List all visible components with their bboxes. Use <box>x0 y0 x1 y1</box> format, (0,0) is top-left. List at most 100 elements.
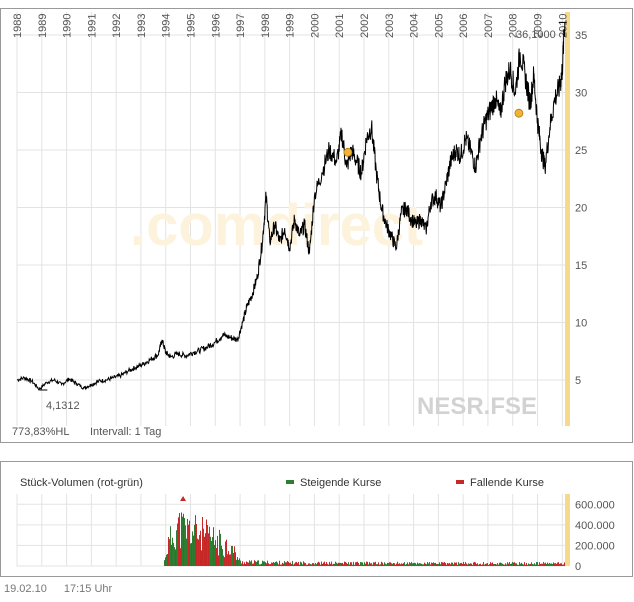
volume-bar <box>516 563 517 566</box>
volume-bar <box>525 564 526 566</box>
volume-bar <box>562 564 563 566</box>
volume-bar <box>244 562 245 566</box>
volume-bar <box>223 555 224 566</box>
volume-bar <box>184 517 185 566</box>
volume-bar <box>510 563 511 566</box>
volume-bar <box>239 558 240 566</box>
volume-bar <box>256 561 257 566</box>
volume-grid <box>16 494 566 567</box>
volume-bar <box>456 562 457 566</box>
volume-bar <box>311 564 312 566</box>
volume-bar <box>383 564 384 566</box>
volume-bar <box>470 563 471 566</box>
volume-bar <box>473 562 474 566</box>
x-tick-label: 2008 <box>508 14 520 38</box>
volume-bar <box>299 564 300 566</box>
x-tick-label: 2006 <box>458 14 470 38</box>
volume-bar <box>394 563 395 566</box>
x-tick-label: 2010 <box>557 14 569 38</box>
volume-bar <box>430 564 431 566</box>
volume-bar <box>211 540 212 566</box>
volume-bar <box>291 563 292 566</box>
volume-bar <box>232 545 233 566</box>
volume-bar <box>496 564 497 566</box>
volume-bar <box>242 561 243 566</box>
volume-bar <box>398 563 399 566</box>
volume-bar <box>266 563 267 566</box>
volume-bar <box>288 561 289 566</box>
volume-bar <box>542 563 543 566</box>
volume-bar <box>426 564 427 566</box>
volume-bar <box>386 564 387 566</box>
volume-bar <box>214 544 215 566</box>
volume-bar <box>280 564 281 566</box>
volume-bar <box>412 563 413 566</box>
dividend-marker-icon <box>343 147 353 157</box>
volume-bar <box>443 562 444 566</box>
volume-bar <box>492 562 493 566</box>
volume-bar <box>403 563 404 566</box>
volume-bar <box>476 564 477 566</box>
volume-bar <box>336 562 337 566</box>
y-tick-label: 5 <box>575 375 581 387</box>
volume-bar <box>255 561 256 566</box>
volume-bar <box>455 562 456 566</box>
volume-bar <box>250 561 251 566</box>
volume-bar <box>495 563 496 566</box>
volume-bar <box>254 560 255 566</box>
volume-bar <box>429 562 430 566</box>
volume-bar <box>368 564 369 566</box>
volume-bar <box>531 562 532 566</box>
volume-bar <box>445 563 446 566</box>
volume-bar <box>404 562 405 566</box>
volume-bar <box>238 559 239 566</box>
volume-bar <box>323 562 324 566</box>
volume-bar <box>389 562 390 566</box>
volume-bar <box>202 516 203 566</box>
volume-bar <box>181 512 182 566</box>
volume-bar <box>539 562 540 566</box>
volume-bar <box>301 562 302 566</box>
volume-bar <box>402 563 403 566</box>
volume-bar <box>564 562 565 566</box>
x-tick-label: 1989 <box>37 14 49 38</box>
volume-bar <box>458 562 459 566</box>
volume-bar <box>509 562 510 566</box>
volume-bar <box>333 563 334 566</box>
volume-bar <box>170 526 171 566</box>
volume-bar <box>193 535 194 566</box>
volume-bar <box>540 564 541 566</box>
volume-bar <box>275 562 276 566</box>
volume-bar <box>303 561 304 566</box>
volume-bar <box>508 563 509 566</box>
volume-bar <box>413 563 414 566</box>
volume-bar <box>435 562 436 566</box>
volume-bar <box>199 535 200 566</box>
x-tick-label: 1998 <box>260 14 272 38</box>
volume-tick-label: 0 <box>575 561 581 573</box>
volume-bar <box>308 563 309 566</box>
x-tick-label: 1996 <box>210 14 222 38</box>
volume-bar <box>367 561 368 566</box>
volume-bar <box>405 564 406 566</box>
volume-bar <box>427 562 428 566</box>
volume-bar <box>317 562 318 566</box>
volume-bar <box>393 562 394 566</box>
volume-bar <box>330 563 331 566</box>
volume-bar <box>337 563 338 566</box>
volume-bar <box>198 539 199 566</box>
volume-bar <box>481 564 482 566</box>
volume-bar <box>376 564 377 566</box>
x-tick-label: 1995 <box>185 14 197 38</box>
volume-bar <box>360 562 361 566</box>
volume-bar <box>438 563 439 566</box>
volume-bar <box>390 562 391 566</box>
volume-bar <box>209 526 210 566</box>
legend-rising-label: Steigende Kurse <box>300 477 381 489</box>
volume-bar <box>294 563 295 566</box>
volume-bar <box>557 562 558 566</box>
volume-bar <box>348 562 349 566</box>
volume-bar <box>302 564 303 566</box>
volume-bars <box>164 496 565 566</box>
volume-bar <box>169 539 170 566</box>
